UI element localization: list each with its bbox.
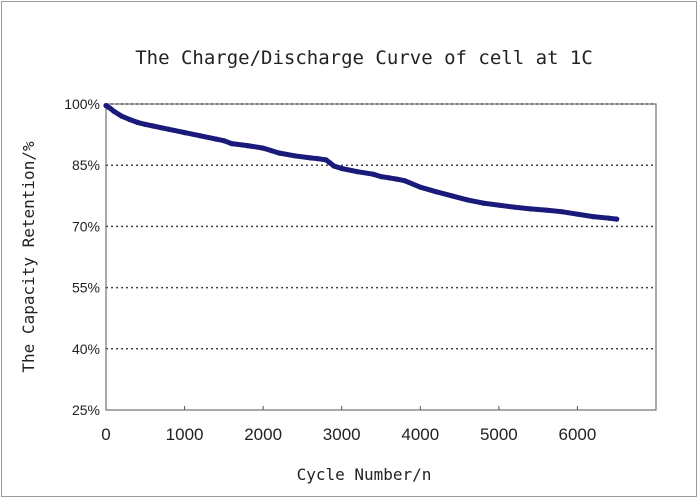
data-point [449, 193, 455, 199]
data-point [292, 153, 298, 159]
x-axis-title: Cycle Number/n [297, 465, 432, 484]
data-point [142, 121, 148, 127]
data-point [402, 178, 408, 184]
data-point [260, 145, 266, 151]
data-point [386, 175, 392, 181]
data-point [559, 209, 565, 215]
x-tick-label: 5000 [480, 425, 518, 444]
y-axis-title: The Capacity Retention/% [19, 141, 38, 373]
data-point [127, 116, 133, 123]
data-point [394, 176, 400, 182]
data-point [323, 157, 329, 163]
data-point [307, 155, 313, 161]
data-point [417, 184, 423, 190]
data-point [480, 200, 486, 206]
plot-area [105, 103, 657, 411]
data-point [496, 202, 502, 208]
data-point [527, 206, 533, 212]
data-point [166, 126, 172, 132]
x-tick-label: 1000 [166, 425, 204, 444]
y-tick-label: 100% [64, 96, 100, 112]
data-point [119, 113, 125, 119]
x-tick-label: 0 [101, 425, 110, 444]
data-point [134, 119, 140, 125]
data-point [574, 211, 581, 217]
y-tick-label: 40% [72, 341, 100, 357]
data-point [614, 216, 620, 222]
data-point [276, 150, 282, 156]
data-point [158, 125, 164, 131]
data-point [315, 156, 321, 162]
data-point [464, 197, 470, 203]
data-point [111, 108, 117, 114]
x-axis-ticks: 0 1000 2000 3000 4000 5000 6000 [101, 406, 596, 444]
data-point [150, 123, 156, 129]
data-point [229, 141, 235, 147]
x-tick-label: 4000 [401, 425, 439, 444]
data-point [213, 136, 219, 142]
grid-lines [106, 103, 656, 350]
data-point [103, 103, 109, 109]
data-point [378, 174, 384, 180]
data-point [244, 143, 250, 149]
x-tick-label: 6000 [559, 425, 597, 444]
y-tick-label: 70% [72, 218, 100, 234]
capacity-retention-line [103, 103, 620, 222]
data-point [268, 147, 274, 154]
data-point [327, 160, 333, 166]
data-point [107, 105, 113, 111]
data-point [221, 138, 227, 144]
x-tick-label: 2000 [244, 425, 282, 444]
data-point [606, 215, 612, 221]
data-point [182, 130, 188, 136]
y-tick-label: 25% [72, 402, 100, 418]
data-points [103, 103, 620, 222]
data-point [370, 171, 376, 177]
data-point [590, 214, 596, 220]
y-tick-label: 55% [72, 280, 100, 296]
data-point [339, 165, 345, 172]
data-point [354, 169, 360, 175]
data-point [331, 163, 337, 169]
y-tick-label: 85% [72, 157, 100, 173]
data-point [511, 204, 518, 210]
data-point [197, 133, 203, 139]
y-axis-ticks: 25% 40% 55% 70% 85% 100% [64, 96, 100, 418]
data-point [433, 189, 439, 195]
chart-title: The Charge/Discharge Curve of cell at 1C [135, 47, 593, 69]
data-point [543, 207, 549, 213]
x-tick-label: 3000 [323, 425, 361, 444]
